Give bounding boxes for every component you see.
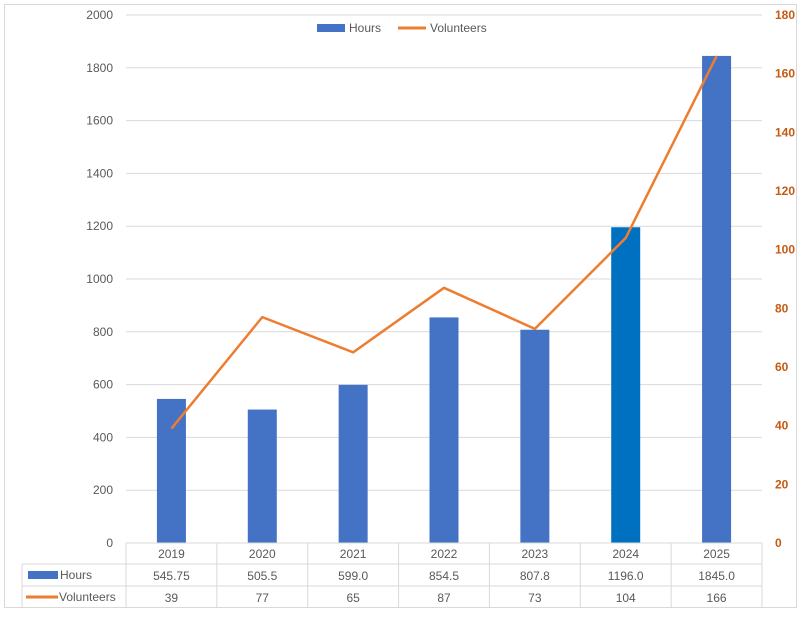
y-left-tick-label: 200 <box>93 483 113 497</box>
bar-hours-2024 <box>611 227 641 544</box>
y-left-tick-label: 1600 <box>86 114 113 128</box>
y-left-tick-label: 800 <box>93 325 113 339</box>
table-cell-volunteers: 104 <box>616 591 636 605</box>
y-left-tick-label: 400 <box>93 430 113 444</box>
x-tick-label: 2023 <box>522 547 549 561</box>
table-cell-hours: 1196.0 <box>608 569 644 583</box>
y-left-tick-label: 0 <box>106 536 113 550</box>
table-cell-hours: 545.75 <box>153 569 190 583</box>
bar-hours-2020 <box>247 409 277 543</box>
chart-border <box>4 4 797 608</box>
x-tick-label: 2025 <box>703 547 730 561</box>
x-tick-label: 2020 <box>249 547 276 561</box>
y-left-tick-label: 1200 <box>86 219 113 233</box>
table-cell-volunteers: 87 <box>437 591 451 605</box>
x-tick-label: 2024 <box>612 547 639 561</box>
bar-hours-2021 <box>338 384 368 543</box>
legend-label-volunteers: Volunteers <box>430 21 487 35</box>
table-cell-hours: 1845.0 <box>698 569 735 583</box>
y-right-tick-label: 0 <box>775 536 782 550</box>
table-cell-hours: 854.5 <box>429 569 459 583</box>
table-cell-volunteers: 166 <box>707 591 727 605</box>
y-right-tick-label: 140 <box>775 125 795 139</box>
y-right-tick-label: 40 <box>775 419 789 433</box>
y-left-tick-label: 1000 <box>86 272 113 286</box>
bar-hours-2023 <box>520 329 550 543</box>
table-cell-hours: 505.5 <box>247 569 277 583</box>
table-cell-hours: 807.8 <box>520 569 550 583</box>
bar-hours-2025 <box>702 55 732 544</box>
y-left-tick-label: 1400 <box>86 166 113 180</box>
table-cell-volunteers: 39 <box>165 591 179 605</box>
y-left-tick-label: 1800 <box>86 61 113 75</box>
bar-hours-2022 <box>429 317 459 543</box>
y-left-tick-label: 2000 <box>86 8 113 22</box>
y-right-tick-label: 100 <box>775 243 795 257</box>
y-right-tick-label: 120 <box>775 184 795 198</box>
legend-swatch-hours <box>317 24 345 32</box>
x-tick-label: 2021 <box>340 547 367 561</box>
y-left-tick-label: 600 <box>93 378 113 392</box>
y-right-tick-label: 60 <box>775 360 789 374</box>
y-right-tick-label: 20 <box>775 477 789 491</box>
y-right-tick-label: 80 <box>775 301 789 315</box>
bar-hours-2019 <box>156 398 186 543</box>
y-right-tick-label: 180 <box>775 8 795 22</box>
table-cell-volunteers: 73 <box>528 591 542 605</box>
x-tick-label: 2022 <box>431 547 458 561</box>
x-tick-label: 2019 <box>158 547 185 561</box>
table-row-label-volunteers: Volunteers <box>59 590 116 604</box>
table-row-label-hours: Hours <box>60 568 92 582</box>
table-cell-hours: 599.0 <box>338 569 368 583</box>
legend-label-hours: Hours <box>349 21 381 35</box>
y-right-tick-label: 160 <box>775 67 795 81</box>
table-cell-volunteers: 77 <box>256 591 270 605</box>
table-key-hours <box>28 571 58 579</box>
table-cell-volunteers: 65 <box>346 591 360 605</box>
